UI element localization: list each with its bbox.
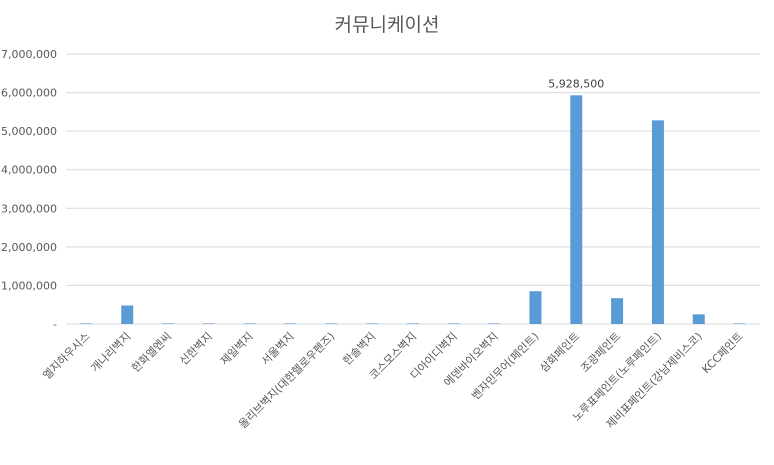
x-tick-label: 한화엘엔씨 <box>129 330 174 375</box>
bar <box>407 323 419 324</box>
bar <box>651 120 664 324</box>
bar <box>733 323 746 324</box>
bars <box>80 95 746 324</box>
y-tick-label: 2,000,000 <box>1 241 57 254</box>
bar <box>325 323 338 324</box>
x-tick-label: 한솔벽지 <box>340 330 378 368</box>
data-label: 5,928,500 <box>548 77 604 90</box>
bar <box>366 323 379 324</box>
bar <box>692 314 705 324</box>
y-tick-label: 4,000,000 <box>1 164 57 177</box>
bar <box>488 323 501 324</box>
bar <box>202 323 215 324</box>
bar <box>570 95 583 324</box>
bar <box>80 323 93 324</box>
bar <box>611 298 624 324</box>
x-tick-label: 엘지하우시스 <box>40 329 93 382</box>
x-tick-label: KCC페인트 <box>700 330 746 376</box>
bar <box>162 323 175 324</box>
chart-title: 커뮤니케이션 <box>335 14 440 36</box>
x-tick-label: 서울벽지 <box>259 330 297 368</box>
bar <box>243 323 256 324</box>
y-tick-label: 3,000,000 <box>1 202 57 215</box>
x-tick-label: 신한벽지 <box>177 330 215 368</box>
bar <box>121 305 134 324</box>
x-tick-label: 제일벽지 <box>217 329 256 368</box>
y-axis-ticks: - 1,000,000 2,000,000 3,000,000 4,000,000 5,0… <box>1 48 57 331</box>
bar <box>529 291 542 324</box>
x-tick-label: 개나리벽지 <box>88 330 133 375</box>
y-tick-label: 1,000,000 <box>1 279 57 292</box>
bar <box>447 323 460 324</box>
y-tick-label: 5,000,000 <box>1 125 57 138</box>
y-tick-label: 6,000,000 <box>1 87 57 100</box>
x-tick-label: 삼화페인트 <box>537 330 582 375</box>
y-tick-label: - <box>53 318 57 331</box>
gridlines <box>66 53 760 325</box>
bar <box>284 323 297 324</box>
y-tick-label: 7,000,000 <box>1 48 57 61</box>
data-labels: 5,928,500 <box>548 77 604 90</box>
